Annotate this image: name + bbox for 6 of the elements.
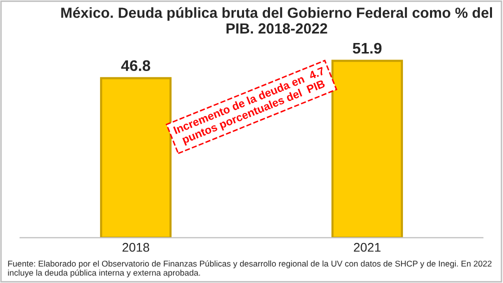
source-note: Fuente: Elaborado por el Observatorio de Finanzas Públicas y desarrollo regional de la UV con datos de SHCP y de Inegi. En 2022 incluye la deuda pública interna y externa aprobada. <box>8 260 492 278</box>
x-tick-label: 2021 <box>354 242 380 252</box>
data-label: 51.9 <box>352 42 382 54</box>
chart-title: México. Deuda pública bruta del Gobierno Federal como % del PIB. 2018-2022 <box>61 7 492 34</box>
x-tick-label: 2018 <box>122 242 150 252</box>
data-label: 46.8 <box>121 60 150 72</box>
